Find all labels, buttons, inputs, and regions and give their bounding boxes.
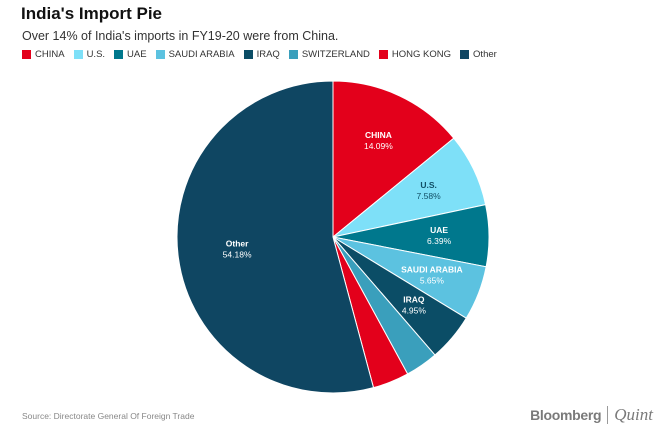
slice-value-label: 6.39%	[427, 236, 452, 246]
legend-item: HONG KONG	[378, 49, 452, 60]
legend-swatch	[288, 50, 298, 59]
pie-slice-china	[332, 80, 455, 239]
slice-label: U.S.	[420, 180, 437, 190]
legend-item: SWITZERLAND	[288, 49, 370, 60]
brand-divider	[607, 406, 609, 424]
legend-label: SAUDI ARABIA	[168, 49, 235, 60]
legend-swatch	[73, 50, 83, 59]
legend-label: IRAQ	[256, 49, 280, 60]
legend-item: UAE	[114, 49, 147, 60]
legend-label: UAE	[127, 49, 147, 60]
legend-swatch	[243, 50, 253, 59]
slice-label: CHINA	[365, 130, 392, 140]
slice-label: IRAQ	[403, 295, 425, 305]
slice-label: SAUDI ARABIA	[401, 264, 463, 274]
slice-label: Other	[226, 239, 249, 249]
legend-swatch	[114, 50, 124, 59]
legend-label: CHINA	[35, 49, 65, 60]
legend-label: U.S.	[86, 49, 106, 60]
legend: CHINA U.S. UAE SAUDI ARABIA IRAQ SWITZERLAND H…	[22, 49, 497, 60]
source-note: Source: Directorate General Of Foreign T…	[22, 411, 195, 421]
legend-item: IRAQ	[243, 49, 280, 60]
chart-subtitle: Over 14% of India's imports in FY19-20 w…	[22, 29, 339, 43]
slice-value-label: 5.65%	[420, 275, 445, 285]
brand-logo: Bloomberg Quint	[530, 405, 653, 425]
legend-item: SAUDI ARABIA	[155, 49, 235, 60]
legend-label: SWITZERLAND	[301, 49, 370, 60]
legend-label: Other	[473, 49, 497, 60]
slice-value-label: 54.18%	[223, 250, 252, 260]
legend-swatch	[378, 50, 388, 59]
brand-bloomberg: Bloomberg	[530, 407, 602, 423]
legend-item: U.S.	[73, 49, 106, 60]
slice-value-label: 7.58%	[417, 191, 442, 201]
legend-item: CHINA	[22, 49, 65, 60]
chart-title: India's Import Pie	[21, 4, 163, 23]
legend-item: Other	[460, 49, 497, 60]
legend-label: HONG KONG	[391, 49, 452, 60]
legend-swatch	[460, 50, 470, 59]
legend-swatch	[22, 50, 31, 59]
slice-value-label: 4.95%	[402, 306, 427, 316]
slice-value-label: 14.09%	[364, 141, 393, 151]
legend-swatch	[155, 50, 165, 59]
slice-label: UAE	[430, 225, 448, 235]
brand-quint: Quint	[614, 405, 653, 424]
pie-slice-other	[176, 80, 375, 394]
